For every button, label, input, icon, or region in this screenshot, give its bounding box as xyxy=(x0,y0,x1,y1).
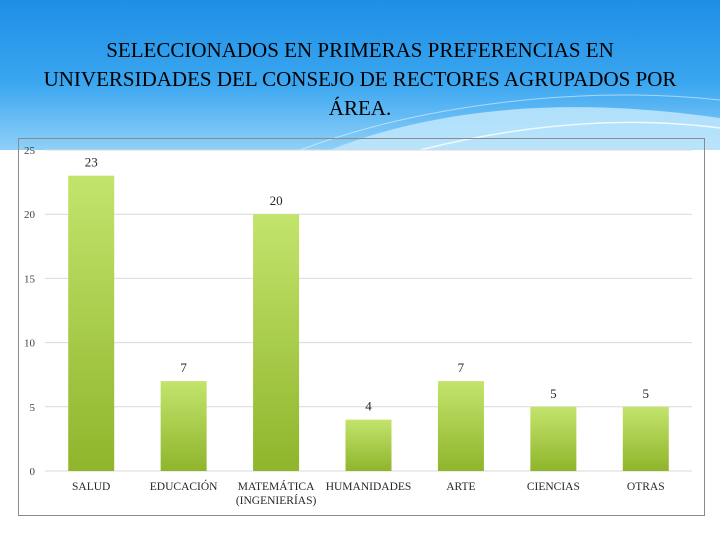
x-tick-label: (INGENIERÍAS) xyxy=(236,493,317,507)
x-tick-label: OTRAS xyxy=(627,481,665,493)
x-tick-label: HUMANIDADES xyxy=(326,481,412,493)
chart-frame xyxy=(18,138,705,516)
y-tick-label: 20 xyxy=(24,209,36,221)
bar xyxy=(437,381,484,471)
data-label: 23 xyxy=(85,155,98,170)
bar xyxy=(160,381,207,471)
header-swoosh-decoration xyxy=(299,94,720,150)
x-tick-label: SALUD xyxy=(72,481,110,493)
bar xyxy=(530,406,577,471)
slide-header: SELECCIONADOS EN PRIMERAS PREFERENCIAS E… xyxy=(0,0,720,150)
y-tick-label: 15 xyxy=(24,273,36,285)
data-label: 7 xyxy=(458,360,465,375)
y-tick-label: 5 xyxy=(30,402,36,414)
y-tick-label: 25 xyxy=(24,145,36,157)
bar xyxy=(68,175,115,471)
bar xyxy=(253,214,300,471)
x-tick-label: EDUCACIÓN xyxy=(150,479,218,493)
y-tick-label: 10 xyxy=(24,338,36,350)
data-label: 20 xyxy=(270,193,283,208)
data-label: 4 xyxy=(365,399,372,414)
slide-title: SELECCIONADOS EN PRIMERAS PREFERENCIAS E… xyxy=(43,38,677,120)
data-label: 5 xyxy=(643,386,650,401)
bar xyxy=(345,419,392,471)
x-tick-label: ARTE xyxy=(446,481,475,493)
x-tick-label: CIENCIAS xyxy=(527,481,580,493)
data-label: 5 xyxy=(550,386,557,401)
y-tick-label: 0 xyxy=(30,466,36,478)
x-tick-label: MATEMÁTICA xyxy=(238,479,315,493)
data-label: 7 xyxy=(180,360,187,375)
bar xyxy=(622,406,669,471)
